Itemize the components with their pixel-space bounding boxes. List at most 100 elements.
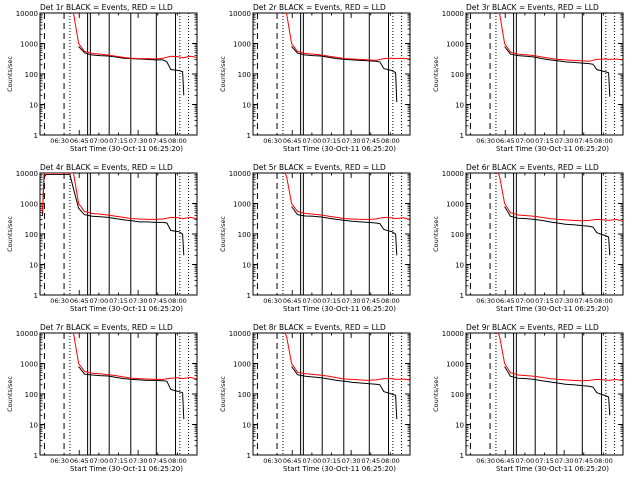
x-tick-label: 08:00: [594, 137, 613, 145]
x-tick-label: 06:30: [476, 457, 495, 465]
y-tick-label: 10000: [16, 10, 38, 18]
detector-panel: 1 10 100 1000 10000 06:30 06:45 07:00 07:15 07:30…: [426, 160, 639, 320]
x-tick-label: 07:45: [148, 137, 167, 145]
x-tick-label: 08:00: [168, 457, 187, 465]
plot-frame: [39, 12, 198, 136]
chart-title: Det 9r BLACK = Events, RED = LLD: [466, 323, 599, 332]
y-tick-label: 1: [460, 452, 464, 460]
x-tick-label: 06:30: [50, 137, 69, 145]
detector-chart: 1 10 100 1000 10000 06:30 06:45 07:00 07:15 07:30…: [6, 163, 198, 313]
y-axis-label: Counts/sec: [6, 56, 14, 92]
x-tick-label: 06:45: [70, 297, 89, 305]
y-tick-label: 10: [455, 422, 464, 430]
plot-frame: [39, 332, 198, 456]
y-tick-label: 10000: [229, 10, 251, 18]
x-tick-label: 07:30: [555, 297, 574, 305]
y-axis-label: Counts/sec: [432, 376, 440, 412]
x-tick-label: 06:45: [496, 297, 515, 305]
chart-title: Det 4r BLACK = Events, RED = LLD: [40, 163, 173, 172]
x-tick-label: 07:00: [90, 297, 109, 305]
x-tick-label: 06:45: [70, 457, 89, 465]
detector-chart: 1 10 100 1000 10000 06:30 06:45 07:00 07:15 07:30…: [219, 163, 411, 313]
x-tick-label: 07:00: [90, 457, 109, 465]
y-tick-label: 1: [460, 132, 464, 140]
lld-series-line: [499, 13, 623, 62]
x-tick-label: 07:45: [574, 297, 593, 305]
y-tick-label: 1: [247, 292, 251, 300]
detector-panel: 1 10 100 1000 10000 06:30 06:45 07:00 07:15 07:30…: [0, 320, 213, 480]
y-tick-label: 10000: [229, 330, 251, 338]
x-tick-label: 07:00: [303, 137, 322, 145]
events-series-line: [78, 366, 185, 420]
x-tick-label: 06:45: [70, 137, 89, 145]
x-tick-label: 08:00: [381, 457, 400, 465]
x-axis-label: Start Time (30-Oct-11 06:25:20): [283, 305, 396, 313]
lld-series-line: [497, 173, 623, 222]
events-series-line: [291, 206, 398, 256]
x-tick-label: 07:15: [109, 457, 128, 465]
detector-chart: 1 10 100 1000 10000 06:30 06:45 07:00 07:15 07:30…: [432, 163, 624, 313]
x-tick-label: 06:45: [496, 457, 515, 465]
y-axis-label: Counts/sec: [219, 376, 227, 412]
y-tick-label: 1000: [233, 201, 251, 209]
x-tick-label: 07:30: [342, 137, 361, 145]
events-series-line: [504, 206, 611, 256]
y-tick-label: 1000: [20, 361, 38, 369]
y-tick-label: 100: [451, 71, 464, 79]
y-tick-label: 1000: [446, 361, 464, 369]
x-tick-label: 08:00: [381, 137, 400, 145]
chart-title: Det 7r BLACK = Events, RED = LLD: [40, 323, 173, 332]
x-tick-label: 07:15: [535, 297, 554, 305]
plot-frame: [252, 172, 411, 296]
y-tick-label: 1: [247, 452, 251, 460]
y-tick-label: 1000: [20, 201, 38, 209]
plot-frame: [39, 172, 198, 296]
y-tick-label: 1: [247, 132, 251, 140]
x-tick-label: 07:30: [342, 457, 361, 465]
x-axis-label: Start Time (30-Oct-11 06:25:20): [283, 465, 396, 473]
x-tick-label: 08:00: [594, 457, 613, 465]
events-series-line: [504, 366, 611, 416]
events-series-line: [42, 173, 185, 256]
y-tick-label: 10: [29, 102, 38, 110]
y-tick-label: 10000: [442, 10, 464, 18]
y-tick-label: 10000: [16, 330, 38, 338]
x-axis-label: Start Time (30-Oct-11 06:25:20): [70, 145, 183, 153]
events-series-line: [504, 46, 611, 97]
y-axis-label: Counts/sec: [6, 376, 14, 412]
x-tick-label: 06:30: [263, 457, 282, 465]
y-tick-label: 100: [451, 391, 464, 399]
x-tick-label: 07:15: [109, 297, 128, 305]
y-tick-label: 10: [242, 422, 251, 430]
y-tick-label: 10: [29, 262, 38, 270]
y-tick-label: 100: [238, 231, 251, 239]
x-tick-label: 07:45: [361, 137, 380, 145]
x-tick-label: 07:15: [109, 137, 128, 145]
detector-panel: 1 10 100 1000 10000 06:30 06:45 07:00 07:15 07:30…: [213, 160, 426, 320]
x-tick-label: 07:30: [555, 137, 574, 145]
x-tick-label: 06:30: [263, 137, 282, 145]
chart-title: Det 5r BLACK = Events, RED = LLD: [253, 163, 386, 172]
lld-series-line: [73, 333, 197, 380]
detector-panel: 1 10 100 1000 10000 06:30 06:45 07:00 07:15 07:30…: [426, 0, 639, 160]
x-tick-label: 08:00: [594, 297, 613, 305]
x-tick-label: 07:45: [148, 297, 167, 305]
y-tick-label: 1: [34, 292, 38, 300]
plot-frame: [465, 12, 624, 136]
x-axis-label: Start Time (30-Oct-11 06:25:20): [496, 145, 609, 153]
x-tick-label: 08:00: [168, 297, 187, 305]
detector-chart: 1 10 100 1000 10000 06:30 06:45 07:00 07:15 07:30…: [219, 3, 411, 153]
chart-title: Det 3r BLACK = Events, RED = LLD: [466, 3, 599, 12]
y-axis-label: Counts/sec: [219, 216, 227, 252]
x-tick-label: 07:30: [129, 297, 148, 305]
x-tick-label: 07:15: [322, 137, 341, 145]
x-tick-label: 06:30: [263, 297, 282, 305]
y-tick-label: 1: [460, 292, 464, 300]
detector-chart: 1 10 100 1000 10000 06:30 06:45 07:00 07:15 07:30…: [219, 323, 411, 473]
x-axis-label: Start Time (30-Oct-11 06:25:20): [283, 145, 396, 153]
x-tick-label: 06:45: [283, 297, 302, 305]
detector-chart: 1 10 100 1000 10000 06:30 06:45 07:00 07:15 07:30…: [432, 323, 624, 473]
chart-title: Det 8r BLACK = Events, RED = LLD: [253, 323, 386, 332]
x-tick-label: 07:00: [303, 297, 322, 305]
y-tick-label: 1: [34, 452, 38, 460]
